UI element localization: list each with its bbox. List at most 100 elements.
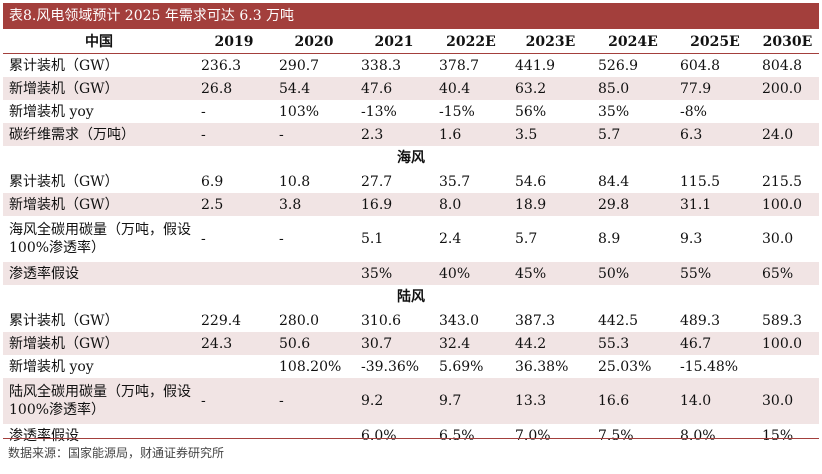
table-cell: 343.0: [439, 312, 480, 329]
table-cell: 47.6: [355, 77, 433, 100]
table-cell: 489.3: [680, 312, 721, 329]
table-title: 表8.风电领域预计 2025 年需求可达 6.3 万吨: [3, 3, 819, 29]
table-cell: -15.48%: [680, 358, 739, 375]
table-cell: 5.69%: [439, 358, 484, 375]
table-cell: 55%: [674, 262, 756, 285]
table-cell: [195, 262, 273, 285]
table-row: 渗透率假设 35% 40% 45% 50% 55% 65%: [3, 262, 819, 285]
table-cell: 2.3: [355, 123, 433, 146]
table-cell: -13%: [361, 103, 397, 120]
table-cell: 35.7: [439, 173, 471, 190]
table-cell: 36.38%: [515, 358, 569, 375]
table-cell: 40.4: [433, 77, 509, 100]
row-label: 碳纤维需求（万吨）: [3, 123, 195, 146]
table-cell: 54.4: [273, 77, 355, 100]
table-cell: -39.36%: [361, 358, 420, 375]
table-cell: -: [279, 231, 284, 247]
table-cell: 35%: [598, 103, 630, 120]
table-cell: [756, 100, 819, 123]
table-row: 累计装机（GW） 236.3 290.7 338.3 378.7 441.9 526.9 60…: [3, 54, 819, 78]
bottom-rule: [3, 438, 819, 439]
table-cell: 6.5%: [439, 427, 475, 444]
table-cell: 10.8: [279, 173, 311, 190]
row-label: 新增装机（GW）: [3, 332, 195, 355]
table-row: 碳纤维需求（万吨） - -2.3 1.6 3.5 5.7 6.3 24.0: [3, 123, 819, 146]
section-header-row: 陆风: [3, 285, 819, 309]
table-cell: 804.8: [762, 57, 803, 74]
table-cell: 6.9: [201, 173, 224, 190]
table-cell: -: [201, 103, 206, 120]
row-label: 累计装机（GW）: [9, 57, 119, 74]
table-cell: 50%: [592, 262, 674, 285]
table-cell: 108.20%: [279, 358, 342, 375]
table-cell: 40%: [433, 262, 509, 285]
table-cell: -: [273, 123, 355, 146]
table-cell: 85.0: [592, 77, 674, 100]
table-row: 新增装机（GW） 26.8 54.4 47.6 40.4 63.2 85.0 77.9 200.…: [3, 77, 819, 100]
table-cell: 589.3: [762, 312, 803, 329]
table-cell: 15%: [762, 427, 794, 444]
row-label: 渗透率假设: [3, 262, 195, 285]
table-cell: 25.03%: [598, 358, 652, 375]
table-cell: 56%: [515, 103, 547, 120]
table-row: 海风全碳用碳量（万吨，假设 100%渗透率） - -5.1 2.4 5.7 8.9 9.3 3…: [3, 216, 819, 262]
table-cell: 100.0: [756, 193, 819, 216]
row-label: 累计装机（GW）: [9, 312, 119, 329]
row-label: 陆风全碳用碳量（万吨，假设 100%渗透率）: [3, 378, 195, 424]
table-cell: [195, 355, 273, 378]
header-region: 中国: [3, 30, 195, 54]
header-year: 2020: [273, 30, 355, 54]
table-row: 累计装机（GW） 229.4 280.0 310.6 343.0 387.3 442.5 48…: [3, 309, 819, 332]
table-cell: 115.5: [680, 173, 721, 190]
table-cell: 1.6: [433, 123, 509, 146]
table-cell: 24.0: [756, 123, 819, 146]
table-cell: 84.4: [598, 173, 630, 190]
table-cell: -: [273, 378, 355, 424]
header-year: 2021: [355, 30, 433, 54]
table-cell: 54.6: [515, 173, 547, 190]
table-cell: 9.2: [355, 378, 433, 424]
table-cell: 55.3: [592, 332, 674, 355]
table-cell: 338.3: [361, 57, 402, 74]
table-cell: 3.5: [509, 123, 592, 146]
source-note: 数据来源：国家能源局，财通证券研究所: [8, 446, 225, 460]
table-cell: 27.7: [361, 173, 393, 190]
table-cell: 44.2: [509, 332, 592, 355]
table-cell: 16.6: [592, 378, 674, 424]
table-cell: 29.8: [592, 193, 674, 216]
table-cell: 2.5: [195, 193, 273, 216]
table-cell: 604.8: [680, 57, 721, 74]
table-cell: 280.0: [279, 312, 320, 329]
table-cell: 200.0: [756, 77, 819, 100]
table-cell: 32.4: [433, 332, 509, 355]
row-label: 新增装机 yoy: [9, 358, 94, 375]
table-cell: 6.0%: [361, 427, 397, 444]
table-cell: 387.3: [515, 312, 556, 329]
table-cell: 24.3: [195, 332, 273, 355]
table-cell: [273, 424, 355, 447]
row-label: 海风全碳用碳量（万吨，假设 100%渗透率）: [9, 222, 191, 256]
table-cell: 5.7: [592, 123, 674, 146]
table-row: 新增装机 yoy 108.20% -39.36% 5.69% 36.38% 25.03% -…: [3, 355, 819, 378]
table-cell: -15%: [439, 103, 475, 120]
table-cell: 65%: [756, 262, 819, 285]
table-cell: 215.5: [762, 173, 803, 190]
table-cell: 26.8: [195, 77, 273, 100]
table-cell: 30.7: [355, 332, 433, 355]
table-cell: 229.4: [201, 312, 242, 329]
header-year: 2023E: [509, 30, 592, 54]
table-row: 累计装机（GW） 6.9 10.8 27.7 35.7 54.6 84.4 115.5 215.…: [3, 170, 819, 193]
header-year: 2030E: [756, 30, 819, 54]
table-cell: 77.9: [674, 77, 756, 100]
table-cell: 30.0: [762, 231, 794, 247]
section-header-row: 海风: [3, 146, 819, 170]
table-cell: [273, 262, 355, 285]
section-title: 海风: [397, 150, 425, 166]
table-row: 渗透率假设 6.0% 6.5% 7.0% 7.5% 8.0% 15%: [3, 424, 819, 447]
row-label: 新增装机（GW）: [3, 193, 195, 216]
data-table: 中国 2019 2020 2021 2022E 2023E 2024E 2025E 2030E 累…: [3, 30, 819, 447]
section-title: 陆风: [397, 289, 425, 305]
table-cell: 30.0: [756, 378, 819, 424]
table-row: 陆风全碳用碳量（万吨，假设 100%渗透率） - -9.2 9.7 13.3 16.6 14…: [3, 378, 819, 424]
